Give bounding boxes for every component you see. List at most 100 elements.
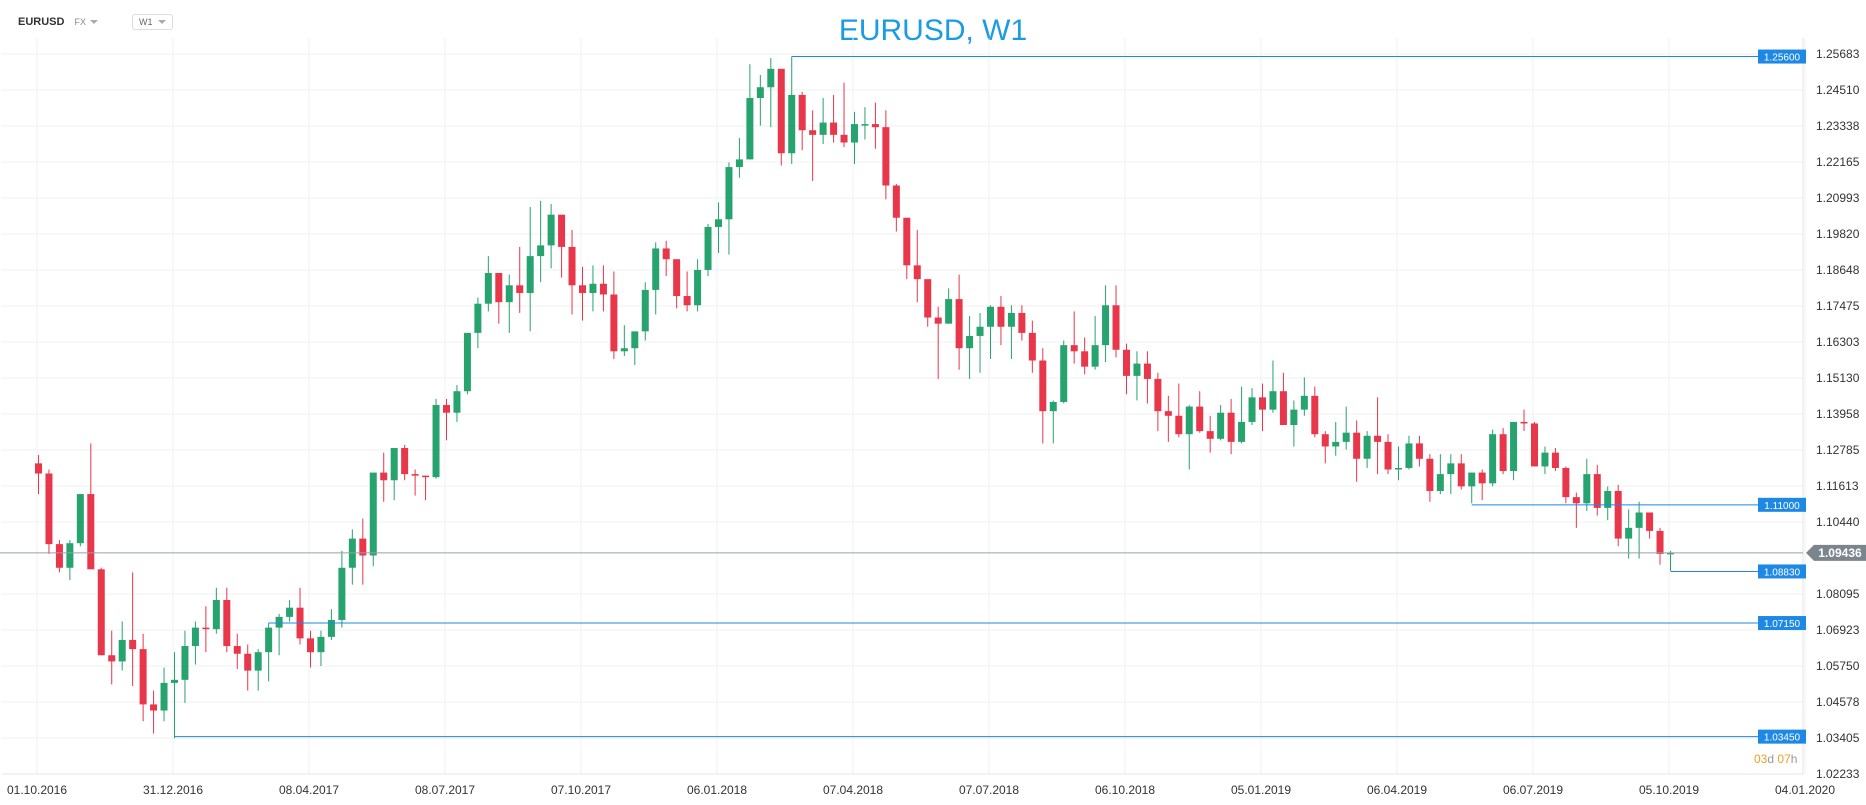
candle-body bbox=[1217, 412, 1225, 439]
candle bbox=[1666, 550, 1674, 571]
candle-body bbox=[1143, 363, 1151, 379]
candle-body bbox=[1625, 527, 1633, 539]
candle-body bbox=[777, 68, 785, 154]
x-tick-label: 06.07.2019 bbox=[1503, 783, 1563, 797]
candle bbox=[578, 266, 586, 321]
candle-body bbox=[1562, 467, 1570, 498]
candle-body bbox=[1426, 458, 1434, 492]
candle-body bbox=[568, 246, 576, 286]
candle bbox=[432, 398, 440, 479]
market-badge[interactable]: FX bbox=[74, 17, 98, 27]
chart-toolbar: EURUSD FX W1 bbox=[18, 12, 174, 32]
candle-body bbox=[1321, 434, 1329, 447]
candle bbox=[1238, 386, 1246, 444]
candle bbox=[1269, 360, 1277, 413]
candle-body bbox=[652, 248, 660, 290]
candle-body bbox=[401, 448, 409, 475]
candle-body bbox=[704, 226, 712, 270]
candle bbox=[819, 97, 827, 145]
candle-body bbox=[1102, 305, 1110, 346]
candle bbox=[704, 223, 712, 277]
candle bbox=[777, 68, 785, 166]
y-tick-label: 1.10440 bbox=[1816, 515, 1860, 529]
market-label: FX bbox=[74, 17, 86, 27]
candle-body bbox=[1185, 406, 1193, 435]
candle-body bbox=[1196, 406, 1204, 432]
candle-body bbox=[986, 306, 994, 327]
x-tick-label: 04.01.2020 bbox=[1775, 783, 1835, 797]
candle-body bbox=[1468, 472, 1476, 487]
candle-body bbox=[673, 259, 681, 297]
candle-body bbox=[641, 289, 649, 332]
candle bbox=[160, 667, 168, 722]
candle bbox=[317, 630, 325, 667]
candle-body bbox=[1572, 497, 1580, 504]
y-tick-label: 1.11613 bbox=[1816, 479, 1859, 493]
y-tick-label: 1.25683 bbox=[1816, 47, 1860, 61]
candle bbox=[1102, 285, 1110, 363]
candle bbox=[641, 282, 649, 341]
x-tick-label: 06.04.2019 bbox=[1367, 783, 1427, 797]
candle-body bbox=[129, 639, 137, 650]
candle-body bbox=[756, 87, 764, 98]
y-tick-label: 1.17475 bbox=[1816, 299, 1860, 313]
candle bbox=[1625, 509, 1633, 559]
candle bbox=[1520, 409, 1528, 432]
candle-body bbox=[903, 217, 911, 266]
candle bbox=[892, 183, 900, 232]
candle-body bbox=[516, 285, 524, 293]
price-level: 1.03450 bbox=[174, 729, 1806, 744]
candle-body bbox=[97, 569, 105, 656]
candle-body bbox=[359, 538, 367, 556]
candle-body bbox=[1405, 443, 1413, 468]
candle-body bbox=[275, 616, 283, 628]
candle bbox=[1164, 395, 1172, 442]
x-tick-label: 07.04.2018 bbox=[823, 783, 883, 797]
candle bbox=[599, 265, 607, 312]
y-tick-label: 1.12785 bbox=[1816, 443, 1860, 457]
candle-body bbox=[871, 124, 879, 128]
candle-body bbox=[1007, 312, 1015, 327]
candle-body bbox=[306, 638, 314, 653]
current-price-tag bbox=[1806, 544, 1866, 561]
price-level-label: 1.03450 bbox=[1764, 733, 1801, 744]
candle bbox=[997, 296, 1005, 346]
candle bbox=[673, 259, 681, 309]
y-tick-label: 1.08095 bbox=[1816, 587, 1860, 601]
candle-body bbox=[1060, 345, 1068, 402]
candle bbox=[474, 297, 482, 349]
candle bbox=[45, 469, 53, 554]
candle-body bbox=[463, 332, 471, 392]
candle-body bbox=[578, 285, 586, 293]
candle bbox=[955, 274, 963, 370]
candle bbox=[1007, 305, 1015, 359]
timeframe-select[interactable]: W1 bbox=[131, 14, 174, 30]
candle bbox=[129, 572, 137, 686]
candle bbox=[1091, 315, 1099, 370]
candle bbox=[1143, 351, 1151, 404]
candle bbox=[1614, 484, 1622, 547]
candle bbox=[1122, 343, 1130, 395]
candle-body bbox=[1112, 305, 1120, 350]
candle-body bbox=[1604, 491, 1612, 508]
candle-body bbox=[254, 652, 262, 671]
y-tick-label: 1.06923 bbox=[1816, 623, 1860, 637]
candle bbox=[34, 455, 42, 495]
x-tick-label: 05.01.2019 bbox=[1231, 783, 1291, 797]
candle-body bbox=[380, 472, 388, 481]
candle-body bbox=[966, 335, 974, 349]
candle bbox=[275, 613, 283, 656]
x-tick-label: 06.10.2018 bbox=[1095, 783, 1155, 797]
candle-body bbox=[1520, 421, 1528, 424]
candle-body bbox=[191, 627, 199, 647]
y-tick-label: 1.24510 bbox=[1816, 83, 1860, 97]
candle bbox=[610, 271, 618, 359]
candle bbox=[662, 240, 670, 277]
symbol-label[interactable]: EURUSD bbox=[18, 16, 65, 28]
candle-body bbox=[892, 185, 900, 218]
candle bbox=[526, 206, 534, 332]
candle-body bbox=[746, 97, 754, 160]
candle-body bbox=[1342, 432, 1350, 442]
candle-body bbox=[537, 245, 545, 257]
